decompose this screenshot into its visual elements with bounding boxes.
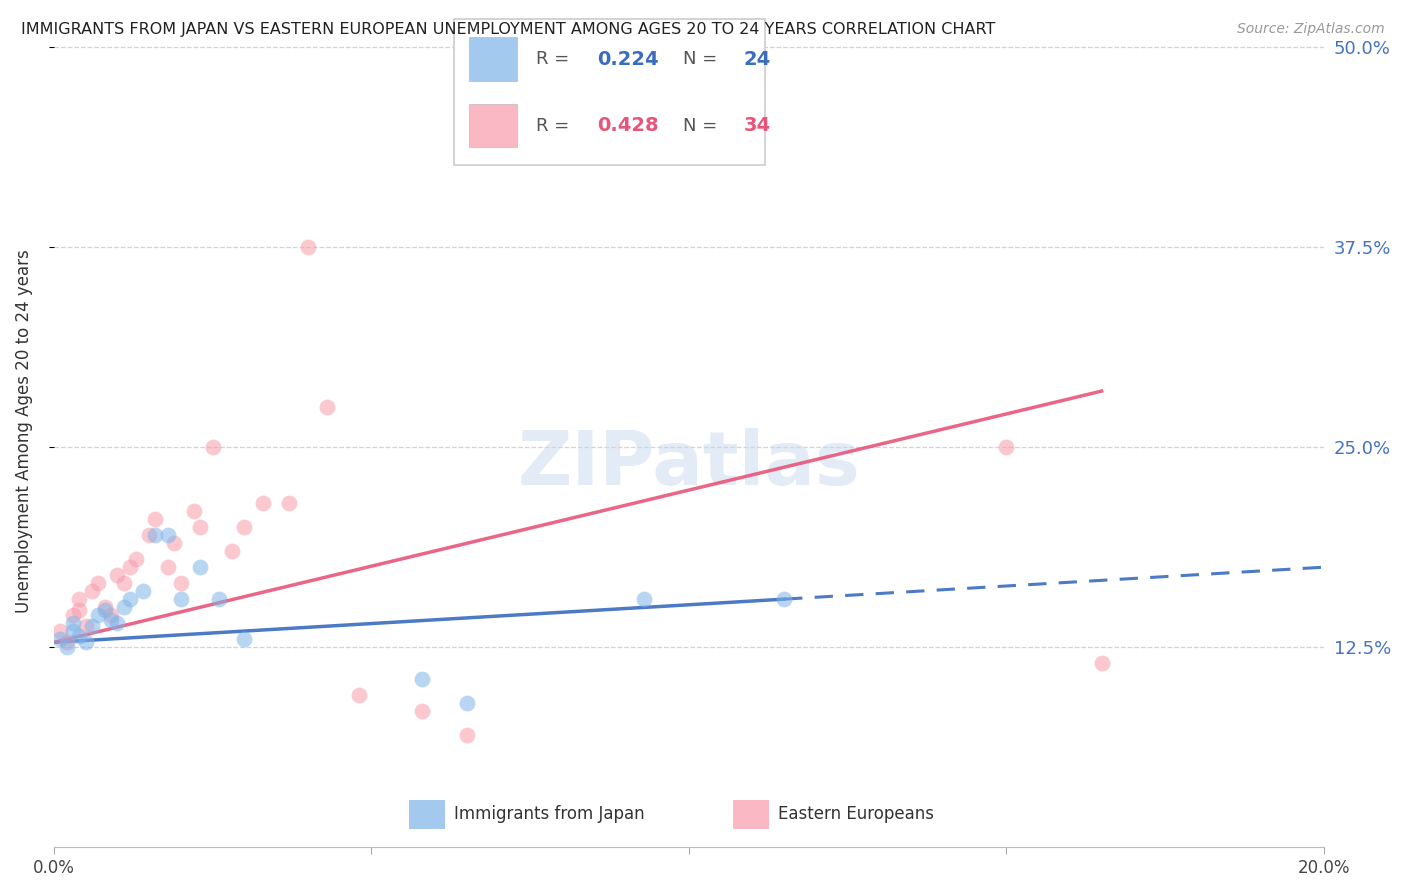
FancyBboxPatch shape [454,19,765,165]
Text: 34: 34 [744,116,770,136]
Point [67,592,90,607]
Point [55,640,77,655]
Point [93,600,115,615]
Text: 0.224: 0.224 [598,50,659,69]
Point [112,576,135,591]
Point [145,512,167,526]
Point [188,520,211,534]
Point [62,616,84,631]
Point [297,240,319,254]
Point [170,576,193,591]
Point [233,520,256,534]
Point [633,592,655,607]
Point [201,440,224,454]
Point [233,632,256,647]
Y-axis label: Unemployment Among Ages 20 to 24 years: Unemployment Among Ages 20 to 24 years [15,249,32,613]
Point [49,624,72,639]
Point [112,600,135,615]
Bar [734,800,769,829]
Point [100,613,122,627]
Point [316,400,339,414]
Point [773,592,796,607]
Point [118,592,141,607]
Text: N =: N = [682,117,723,135]
Bar [409,800,446,829]
Point [87,608,110,623]
Point [80,584,103,599]
Point [49,632,72,647]
Point [208,592,231,607]
Point [221,544,243,558]
Text: ZIPatlas: ZIPatlas [517,428,860,501]
Point [105,616,128,631]
Point [183,504,205,518]
Point [118,560,141,574]
Point [277,496,299,510]
Point [145,528,167,542]
Text: 24: 24 [744,50,770,69]
Point [62,608,84,623]
Point [995,440,1018,454]
Point [1091,656,1114,670]
Point [188,560,211,574]
Text: Eastern Europeans: Eastern Europeans [778,805,934,823]
Point [100,608,122,623]
Text: R =: R = [537,50,575,68]
Point [105,568,128,582]
Text: IMMIGRANTS FROM JAPAN VS EASTERN EUROPEAN UNEMPLOYMENT AMONG AGES 20 TO 24 YEARS: IMMIGRANTS FROM JAPAN VS EASTERN EUROPEA… [21,22,995,37]
Point [163,536,186,550]
Point [347,688,370,702]
Bar [470,104,517,147]
Point [157,560,180,574]
Point [252,496,274,510]
Point [645,112,668,126]
Text: N =: N = [682,50,723,68]
Point [132,584,155,599]
Point [138,528,160,542]
Point [87,576,110,591]
Point [456,696,478,710]
Point [157,528,180,542]
Point [55,635,77,649]
Point [93,603,115,617]
Text: Immigrants from Japan: Immigrants from Japan [454,805,644,823]
Text: 0.428: 0.428 [598,116,659,136]
Point [411,704,433,718]
Point [456,728,478,742]
Text: Source: ZipAtlas.com: Source: ZipAtlas.com [1237,22,1385,37]
Point [75,619,97,633]
Point [67,629,90,643]
Point [411,672,433,686]
Point [80,619,103,633]
Bar [470,37,517,81]
Point [170,592,193,607]
Point [62,624,84,639]
Point [75,635,97,649]
Point [67,603,90,617]
Text: R =: R = [537,117,575,135]
Point [125,552,148,566]
